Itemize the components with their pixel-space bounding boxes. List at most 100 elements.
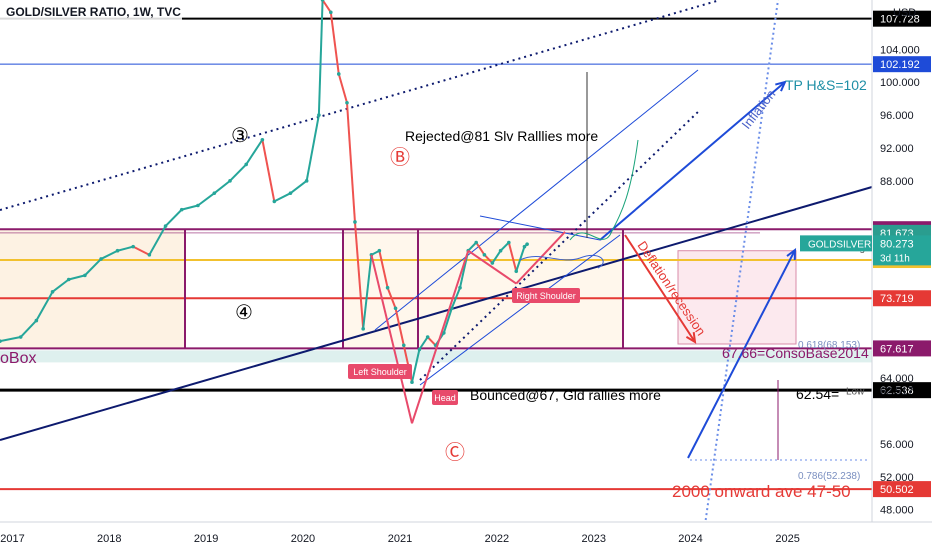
price-point (401, 343, 406, 348)
price-segment (442, 307, 453, 334)
price-segment (100, 249, 118, 260)
tp-arrow-head (775, 80, 787, 92)
long-term-support-trendline (0, 186, 873, 441)
y-tick-label: 92.000 (880, 143, 914, 155)
y-tick-label: 48.000 (880, 505, 914, 517)
price-point (66, 277, 71, 282)
price-point (482, 253, 487, 257)
y-tick-label: 100.000 (880, 77, 920, 89)
price-point (525, 242, 529, 246)
price-segment (353, 221, 365, 329)
price-point (260, 137, 265, 142)
wave-3-label: ③ (231, 125, 249, 147)
price-tag-107.728: 107.728 (880, 14, 920, 26)
price-point (131, 244, 135, 249)
price-segment (0, 336, 21, 343)
head-tag: Head (434, 393, 456, 403)
head-shoulders-line (370, 254, 413, 424)
y-tick-label: 52.000 (880, 472, 914, 484)
currency-label: USD (893, 7, 916, 19)
price-segment (337, 73, 348, 104)
price-segment (51, 278, 70, 293)
price-point (361, 327, 365, 331)
price-point (304, 179, 309, 183)
average-range-label: 2000 onward ave 47-50 (672, 482, 851, 501)
x-tick-label: 2022 (485, 533, 509, 545)
price-segment (499, 241, 510, 252)
y-tick-label: 88.000 (880, 176, 914, 188)
price-point (50, 290, 55, 294)
y-tick-label: 56.000 (880, 439, 914, 451)
x-tick-label: 2024 (678, 533, 702, 545)
price-point (498, 248, 503, 253)
left-shoulder-tag-bg (348, 364, 412, 379)
price-segment (35, 291, 54, 322)
x-tick-label: 2020 (291, 533, 315, 545)
current-price-value: 80.273 (880, 238, 914, 250)
price-segment (426, 336, 437, 346)
price-point (0, 339, 2, 343)
price-segment (362, 254, 373, 329)
price-segment (84, 258, 102, 277)
price-point (353, 220, 357, 224)
price-segment (507, 242, 518, 272)
trendline-layer (0, 0, 873, 526)
price-segment (386, 287, 397, 309)
level-62-label: 62.54= (796, 386, 839, 402)
range-box-left-fill (0, 229, 185, 349)
price-axis-bg (872, 0, 932, 550)
price-point (385, 285, 390, 290)
price-point (272, 199, 277, 204)
time-axis-bg (0, 522, 932, 550)
price-point (163, 224, 168, 228)
price-tag-bg-73.719 (873, 290, 931, 307)
price-tag-62.538: 62.538 (880, 385, 914, 397)
head-shoulders-line (411, 250, 470, 424)
x-tick-label: 2025 (775, 533, 799, 545)
price-segment (68, 274, 86, 281)
conso-base-label: 67.66=ConsoBase2014 (722, 345, 869, 361)
price-point (212, 191, 217, 195)
price-point (179, 207, 184, 212)
fib-level-label: 0.618(68.153) (798, 340, 860, 351)
channel-upper-line (374, 69, 699, 331)
projected-path (569, 139, 639, 241)
price-point (196, 203, 200, 208)
x-tick-label: 2018 (97, 533, 121, 545)
bounced-label: Bounced@67, Gld rallies more (470, 387, 661, 403)
price-point (458, 285, 462, 290)
price-point (490, 261, 495, 265)
head-shoulders-line (467, 249, 517, 285)
price-tag-bg-67.617 (873, 340, 931, 357)
price-point (329, 10, 333, 15)
price-point (410, 380, 414, 385)
price-segment (19, 319, 38, 338)
price-segment (411, 349, 421, 383)
tp-arrow (599, 81, 786, 241)
price-point (320, 0, 325, 2)
inflation-label: Inflation (739, 87, 779, 132)
current-countdown: 3d 11h (880, 253, 910, 264)
price-tag-bg-50.502 (873, 481, 931, 498)
price-point (425, 335, 430, 339)
price-segment (329, 12, 340, 75)
head-tag-bg (432, 390, 458, 405)
range-box-mid-fill (343, 229, 623, 349)
y-tick-label: 64.000 (880, 373, 914, 385)
symbol-tag: GOLDSILVER (808, 239, 871, 250)
price-point (18, 335, 23, 339)
price-point (228, 179, 232, 183)
price-segment (197, 192, 215, 207)
dotted-resistance-trendline (0, 0, 721, 211)
channel-dotted-line (419, 109, 701, 381)
price-segment (261, 139, 276, 202)
price-tag-bg-62.538 (873, 382, 931, 399)
price-segment (164, 208, 183, 227)
price-segment (418, 336, 429, 350)
price-point (83, 273, 87, 278)
symbol-tag-bg (800, 235, 872, 252)
wedge-line (479, 215, 601, 241)
price-point (99, 257, 103, 261)
